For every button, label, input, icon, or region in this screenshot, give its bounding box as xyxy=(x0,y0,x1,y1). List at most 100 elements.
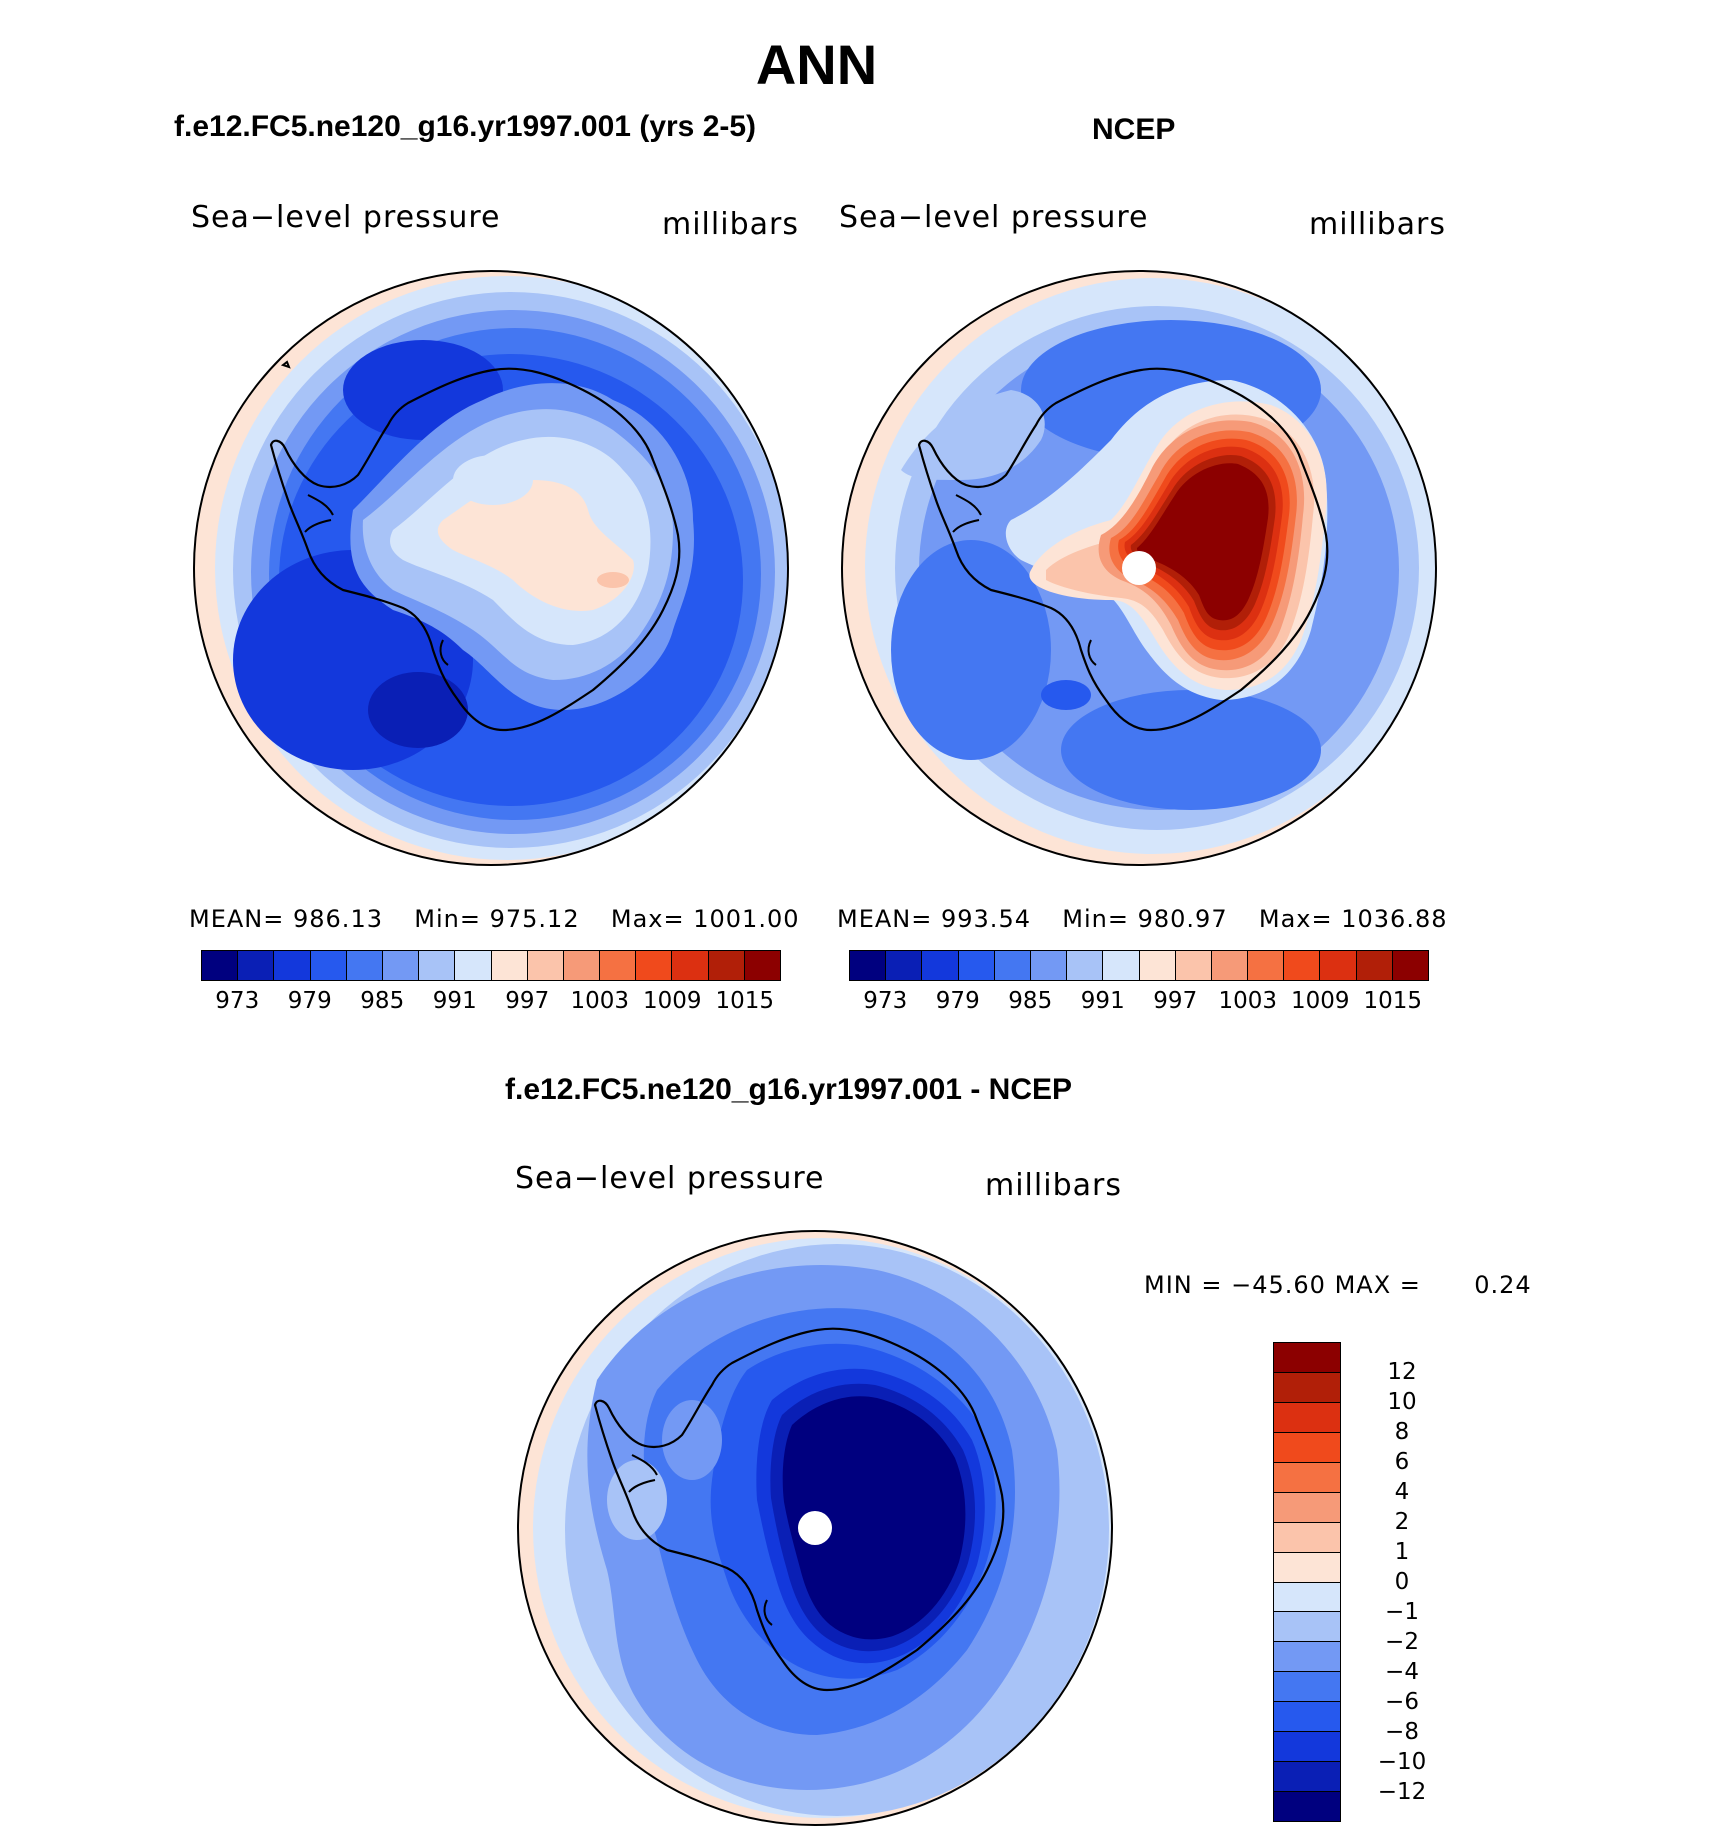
obs-min-label: Min= xyxy=(1062,905,1129,933)
diff-max-label: MAX = xyxy=(1334,1271,1421,1299)
model-colorbar-tick-label: 979 xyxy=(287,988,332,1014)
diff-colorbar-ticks: 12 10 8 6 4 2 1 0 −1 −2 −4 −6 −8 −10 −12 xyxy=(1352,1342,1432,1822)
diff-panel-title: f.e12.FC5.ne120_g16.yr1997.001 - NCEP xyxy=(505,1073,1072,1106)
obs-colorbar xyxy=(849,950,1429,981)
model-colorbar-swatch xyxy=(310,951,347,980)
diff-colorbar-swatch xyxy=(1274,1732,1340,1763)
obs-colorbar-tick-label: 991 xyxy=(1080,988,1125,1014)
model-mean-value: 986.13 xyxy=(293,905,383,933)
diff-colorbar-swatch xyxy=(1274,1642,1340,1673)
obs-panel-title: NCEP xyxy=(1092,113,1176,146)
model-colorbar-swatch xyxy=(672,951,709,980)
obs-stats: MEAN= 993.54 Min= 980.97 Max= 1036.88 xyxy=(837,905,1448,933)
obs-colorbar-swatch xyxy=(1392,951,1428,980)
obs-colorbar-swatch xyxy=(1356,951,1393,980)
model-panel-title: f.e12.FC5.ne120_g16.yr1997.001 (yrs 2-5) xyxy=(174,110,757,143)
diff-colorbar-swatch xyxy=(1274,1492,1340,1523)
diff-colorbar-tick-label: 0 xyxy=(1394,1569,1410,1595)
diff-colorbar-swatch xyxy=(1274,1522,1340,1553)
model-colorbar-tick-label: 1015 xyxy=(715,988,775,1014)
obs-colorbar-swatch xyxy=(1211,951,1249,980)
obs-colorbar-swatch xyxy=(1248,951,1285,980)
model-colorbar-swatch xyxy=(202,951,239,980)
model-colorbar-tick-label: 991 xyxy=(432,988,477,1014)
diff-colorbar-swatch xyxy=(1274,1582,1340,1613)
diff-colorbar-swatch xyxy=(1274,1402,1340,1433)
obs-variable-label: Sea−level pressure xyxy=(839,200,1149,235)
model-colorbar-swatch xyxy=(419,951,456,980)
diff-variable-label: Sea−level pressure xyxy=(515,1161,825,1196)
model-max-label: Max= xyxy=(610,905,685,933)
diff-colorbar-tick-label: −2 xyxy=(1385,1629,1419,1655)
model-colorbar-swatch xyxy=(527,951,564,980)
model-colorbar-tick-label: 997 xyxy=(505,988,550,1014)
obs-colorbar-swatch xyxy=(1067,951,1104,980)
diff-colorbar-tick-label: 12 xyxy=(1387,1359,1417,1385)
model-colorbar-swatch xyxy=(238,951,275,980)
diff-colorbar-tick-label: −10 xyxy=(1377,1749,1427,1775)
model-colorbar-tick-label: 1003 xyxy=(570,988,630,1014)
obs-colorbar-swatch xyxy=(922,951,959,980)
diff-colorbar xyxy=(1273,1342,1341,1822)
obs-colorbar-swatch xyxy=(886,951,923,980)
obs-colorbar-swatch xyxy=(1284,951,1321,980)
obs-colorbar-tick-label: 979 xyxy=(935,988,980,1014)
diff-colorbar-tick-label: 6 xyxy=(1394,1449,1410,1475)
diff-colorbar-tick-label: 10 xyxy=(1387,1389,1417,1415)
model-colorbar-swatch xyxy=(382,951,420,980)
diff-colorbar-tick-label: 4 xyxy=(1394,1479,1410,1505)
diff-colorbar-swatch xyxy=(1274,1702,1340,1733)
model-min-value: 975.12 xyxy=(489,905,580,933)
obs-colorbar-tick-label: 985 xyxy=(1008,988,1053,1014)
model-colorbar-swatch xyxy=(600,951,637,980)
obs-max-value: 1036.88 xyxy=(1341,905,1448,933)
diff-polar-map xyxy=(517,1230,1113,1826)
obs-colorbar-tick-label: 1015 xyxy=(1363,988,1423,1014)
obs-colorbar-swatch xyxy=(850,951,887,980)
model-colorbar xyxy=(201,950,781,981)
obs-colorbar-tick-label: 1009 xyxy=(1290,988,1350,1014)
obs-mean-label: MEAN= xyxy=(837,905,933,933)
diff-colorbar-tick-label: −8 xyxy=(1385,1719,1419,1745)
diff-colorbar-swatch xyxy=(1274,1462,1340,1493)
obs-colorbar-tick-label: 997 xyxy=(1153,988,1198,1014)
model-colorbar-swatch xyxy=(346,951,383,980)
diff-colorbar-tick-label: 1 xyxy=(1394,1539,1410,1565)
model-colorbar-swatch xyxy=(491,951,528,980)
model-min-label: Min= xyxy=(414,905,481,933)
diff-colorbar-swatch xyxy=(1274,1792,1340,1821)
model-colorbar-ticks: 973 979 985 991 997 1003 1009 1015 xyxy=(201,988,781,1018)
diff-colorbar-swatch xyxy=(1274,1372,1340,1403)
model-colorbar-swatch xyxy=(274,951,311,980)
diff-units-label: millibars xyxy=(985,1168,1122,1203)
obs-colorbar-swatch xyxy=(994,951,1031,980)
obs-colorbar-swatch xyxy=(1103,951,1140,980)
model-units-label: millibars xyxy=(662,207,799,242)
model-variable-label: Sea−level pressure xyxy=(191,200,501,235)
model-colorbar-swatch xyxy=(708,951,745,980)
diff-stats: MIN = −45.60 MAX = 0.24 xyxy=(1144,1271,1532,1299)
diff-min-value: −45.60 xyxy=(1231,1271,1326,1299)
model-mean-label: MEAN= xyxy=(189,905,285,933)
diff-max-value: 0.24 xyxy=(1474,1271,1532,1299)
diff-colorbar-tick-label: −12 xyxy=(1377,1779,1427,1805)
diff-colorbar-tick-label: 8 xyxy=(1394,1419,1410,1445)
obs-colorbar-tick-label: 1003 xyxy=(1218,988,1278,1014)
model-colorbar-tick-label: 985 xyxy=(360,988,405,1014)
obs-mean-value: 993.54 xyxy=(941,905,1031,933)
diff-colorbar-swatch xyxy=(1274,1343,1340,1373)
model-colorbar-swatch xyxy=(455,951,492,980)
diff-min-label: MIN = xyxy=(1144,1271,1223,1299)
obs-min-value: 980.97 xyxy=(1137,905,1228,933)
model-colorbar-tick-label: 1009 xyxy=(642,988,702,1014)
obs-polar-map xyxy=(841,270,1437,866)
diff-colorbar-tick-label: −4 xyxy=(1385,1659,1419,1685)
diff-colorbar-tick-label: −1 xyxy=(1385,1599,1419,1625)
model-colorbar-swatch xyxy=(636,951,673,980)
diff-colorbar-swatch xyxy=(1274,1552,1340,1583)
model-stats: MEAN= 986.13 Min= 975.12 Max= 1001.00 xyxy=(189,905,800,933)
diff-colorbar-tick-label: 2 xyxy=(1394,1509,1410,1535)
obs-colorbar-swatch xyxy=(1175,951,1212,980)
diff-colorbar-swatch xyxy=(1274,1762,1340,1793)
model-max-value: 1001.00 xyxy=(693,905,800,933)
